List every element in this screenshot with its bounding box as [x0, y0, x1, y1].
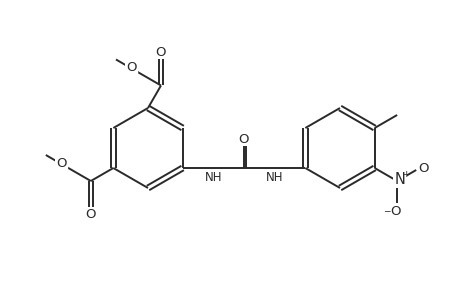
Text: N: N [394, 172, 405, 187]
Text: −: − [382, 206, 390, 215]
Text: O: O [126, 61, 136, 74]
Text: O: O [156, 46, 166, 59]
Text: O: O [56, 157, 67, 169]
Text: +: + [402, 169, 409, 178]
Text: NH: NH [204, 171, 222, 184]
Text: O: O [85, 208, 96, 220]
Text: O: O [238, 133, 249, 146]
Text: O: O [389, 205, 399, 218]
Text: NH: NH [265, 171, 283, 184]
Text: O: O [417, 161, 427, 175]
